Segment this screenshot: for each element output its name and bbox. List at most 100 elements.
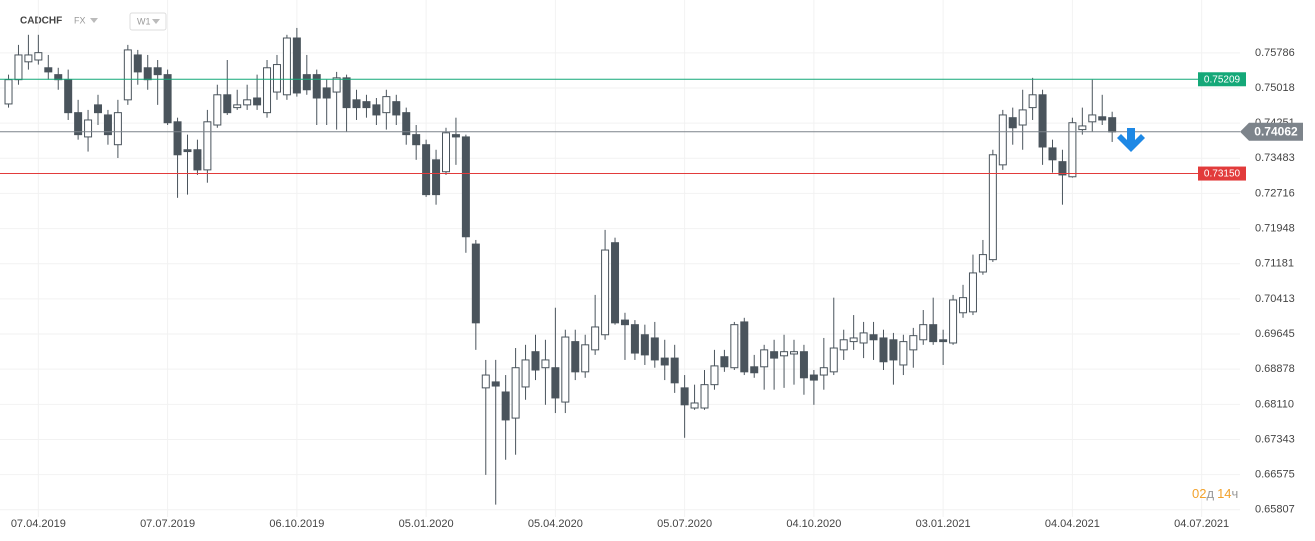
candle-body: [243, 99, 252, 106]
candle-body: [312, 74, 321, 99]
candle-body: [819, 367, 828, 376]
x-tick-label: 05.07.2020: [657, 518, 712, 530]
x-tick-label: 05.01.2020: [399, 518, 454, 530]
x-tick-label: 04.07.2021: [1174, 518, 1229, 530]
candle-body: [780, 351, 789, 357]
candle-body: [770, 351, 779, 359]
candle-body: [272, 64, 281, 93]
candle-body: [899, 341, 908, 366]
level-badge: [1198, 72, 1246, 87]
level-label: 0.73150: [1204, 169, 1241, 180]
candle-body: [720, 356, 729, 368]
candle-body: [103, 114, 112, 136]
candle-body: [521, 359, 530, 388]
x-tick-label: 04.04.2021: [1045, 518, 1100, 530]
candle-body: [402, 112, 411, 136]
y-tick-label: 0.71181: [1255, 258, 1294, 270]
y-tick-label: 0.75018: [1255, 82, 1295, 94]
candle-body: [929, 324, 938, 343]
candle-body: [372, 104, 381, 116]
x-tick-label: 06.10.2019: [269, 518, 324, 530]
candle-body: [481, 374, 490, 389]
candle-body: [1108, 117, 1117, 133]
y-tick-label: 0.71948: [1255, 223, 1295, 235]
candle-body: [1038, 94, 1047, 148]
candle-body: [909, 335, 918, 351]
x-tick-label: 07.07.2019: [140, 518, 195, 530]
candle-body: [968, 272, 977, 313]
y-tick-label: 0.67343: [1255, 433, 1295, 445]
candle-body: [859, 332, 868, 344]
timeframe-box[interactable]: [129, 12, 167, 31]
candle-body: [1048, 147, 1057, 161]
y-tick-label: 0.68878: [1255, 363, 1295, 375]
candle-body: [710, 365, 719, 386]
candle-body: [1098, 116, 1107, 121]
candle-body: [193, 149, 202, 171]
candle-body: [491, 381, 500, 387]
candle-body: [740, 321, 749, 373]
candle-body: [630, 324, 639, 354]
candle-body: [322, 87, 331, 99]
candle-body: [94, 104, 103, 114]
candle-body: [1028, 94, 1037, 109]
candle-body: [1018, 109, 1027, 126]
candle-body: [511, 367, 520, 419]
countdown-hours: 14: [1217, 486, 1231, 501]
candle-body: [123, 49, 132, 101]
candle-body: [601, 249, 610, 336]
y-tick-label: 0.66575: [1255, 469, 1295, 481]
timeframe: W1: [137, 16, 151, 26]
dropdown-icon: [152, 19, 160, 24]
candle-body: [253, 97, 262, 106]
candle-body: [382, 96, 391, 114]
candle-body: [670, 357, 679, 384]
candle-body: [1078, 125, 1087, 131]
candle-body: [591, 326, 600, 351]
candle-body: [660, 357, 669, 366]
candle-body: [392, 101, 401, 116]
candle-body: [620, 319, 629, 326]
candle-body: [869, 334, 878, 341]
candle-body: [292, 37, 301, 94]
y-tick-label: 0.68110: [1255, 398, 1294, 410]
countdown: 02д 14ч: [1192, 486, 1238, 501]
candle-body: [750, 366, 759, 374]
candle-body: [829, 347, 838, 373]
candle-body: [74, 112, 83, 136]
candle-body: [143, 67, 152, 81]
candle-body: [978, 254, 987, 273]
countdown-days: 02: [1192, 486, 1206, 501]
x-tick-label: 07.04.2019: [11, 518, 66, 530]
candle-body: [1058, 161, 1067, 176]
y-tick-label: 0.69645: [1255, 328, 1295, 340]
level-badge: [1198, 166, 1246, 181]
candle-body: [581, 344, 590, 373]
candle-body: [332, 77, 341, 93]
candle-body: [34, 52, 43, 61]
candle-body: [422, 144, 431, 196]
candle-body: [233, 104, 242, 109]
candle-body: [432, 159, 441, 196]
candle-body: [451, 134, 460, 138]
candle-body: [690, 402, 699, 409]
candle-body: [849, 337, 858, 343]
candle-body: [442, 132, 451, 173]
candle-body: [889, 339, 898, 361]
candle-body: [24, 54, 33, 63]
symbol: CADCHF: [20, 16, 62, 27]
candle-body: [839, 339, 848, 351]
candle-body: [153, 67, 162, 76]
x-tick-label: 05.04.2020: [528, 518, 583, 530]
candle-body: [1088, 114, 1097, 123]
candle-body: [302, 74, 311, 91]
candle-body: [700, 384, 709, 409]
y-tick-label: 0.72716: [1255, 187, 1295, 199]
candle-body: [611, 242, 620, 324]
candle-body: [203, 121, 212, 171]
candle-body: [680, 387, 689, 406]
candle-body: [113, 112, 122, 146]
candle-body: [362, 101, 371, 109]
candle-body: [84, 119, 93, 138]
